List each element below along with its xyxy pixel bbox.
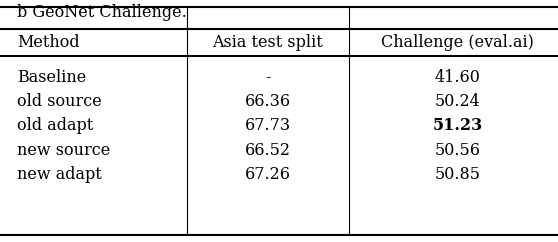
- Text: old adapt: old adapt: [17, 117, 93, 134]
- Text: Asia test split: Asia test split: [213, 34, 323, 51]
- Text: 51.23: 51.23: [432, 117, 483, 134]
- Text: 41.60: 41.60: [435, 69, 480, 86]
- Text: 67.26: 67.26: [245, 166, 291, 183]
- Text: 67.73: 67.73: [245, 117, 291, 134]
- Text: new source: new source: [17, 142, 110, 159]
- Text: 50.85: 50.85: [435, 166, 480, 183]
- Text: Method: Method: [17, 34, 79, 51]
- Text: new adapt: new adapt: [17, 166, 102, 183]
- Text: old source: old source: [17, 93, 102, 110]
- Text: Baseline: Baseline: [17, 69, 86, 86]
- Text: 50.56: 50.56: [435, 142, 480, 159]
- Text: 66.52: 66.52: [245, 142, 291, 159]
- Text: -: -: [265, 69, 271, 86]
- Text: 50.24: 50.24: [435, 93, 480, 110]
- Text: 66.36: 66.36: [245, 93, 291, 110]
- Text: b GeoNet Challenge.: b GeoNet Challenge.: [17, 4, 186, 21]
- Text: Challenge (eval.ai): Challenge (eval.ai): [381, 34, 534, 51]
